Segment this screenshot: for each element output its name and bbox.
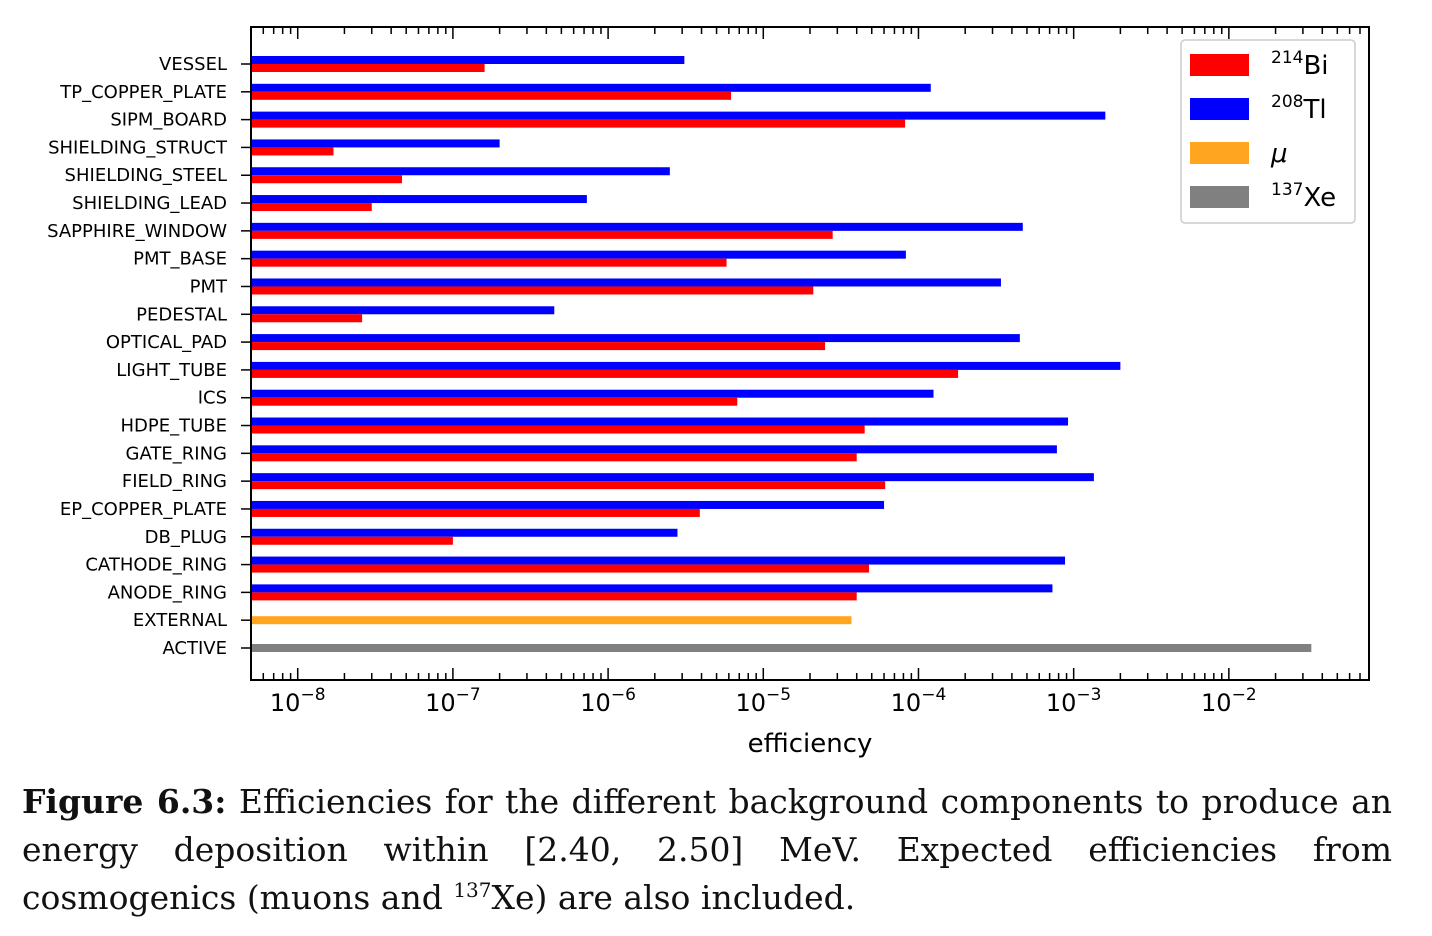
category-label-hdpe-tube: HDPE_TUBE bbox=[120, 416, 227, 437]
caption-superscript: 137 bbox=[453, 878, 492, 902]
category-label-pmt-base: PMT_BASE bbox=[133, 249, 227, 270]
bar-bi214-vessel bbox=[251, 64, 485, 72]
x-tick-labels: 10−8 10−7 10−6 10−5 10−4 10−3 10−2 bbox=[270, 685, 1257, 717]
bar-tl208-pedestal bbox=[251, 306, 555, 315]
bar-tl208-sapphire-window bbox=[251, 222, 1023, 231]
efficiency-bar-chart: VESSEL TP_COPPER_PLATE SIPM_BOARD SHIELDING… bbox=[47, 26, 1370, 759]
bar-tl208-hdpe-tube bbox=[251, 417, 1069, 426]
caption-text-part2: Xe) are also included. bbox=[491, 878, 856, 917]
bar-bi214-pedestal bbox=[251, 314, 363, 323]
category-label-optical-pad: OPTICAL_PAD bbox=[106, 332, 227, 353]
bar-tl208-cathode-ring bbox=[251, 556, 1066, 565]
legend-swatch bbox=[1190, 98, 1249, 120]
category-label-pmt: PMT bbox=[190, 276, 228, 297]
bar-tl208-ics bbox=[251, 389, 934, 398]
bar-bi214-anode-ring bbox=[251, 592, 857, 601]
x-tick-label: 10−7 bbox=[425, 685, 481, 717]
category-label-sipm-board: SIPM_BOARD bbox=[110, 110, 227, 131]
bar-tl208-db-plug bbox=[251, 528, 678, 537]
bar-tl208-shielding-steel bbox=[251, 167, 670, 176]
bar-bi214-db-plug bbox=[251, 536, 453, 545]
category-label-tp-copper-plate: TP_COPPER_PLATE bbox=[59, 82, 227, 103]
category-label-cathode-ring: CATHODE_RING bbox=[85, 555, 227, 576]
bar-bi214-cathode-ring bbox=[251, 564, 870, 573]
bar-tl208-field-ring bbox=[251, 473, 1094, 482]
bar-xe137-active bbox=[251, 644, 1312, 652]
category-label-sapphire-window: SAPPHIRE_WINDOW bbox=[47, 221, 227, 242]
bar-bi214-gate-ring bbox=[251, 453, 857, 462]
category-label-shielding-struct: SHIELDING_STRUCT bbox=[48, 137, 228, 158]
bars-layer bbox=[251, 56, 1312, 652]
bar-tl208-optical-pad bbox=[251, 334, 1020, 343]
bar-tl208-anode-ring bbox=[251, 584, 1053, 593]
category-label-shielding-steel: SHIELDING_STEEL bbox=[65, 165, 227, 186]
legend-label: 214Bi bbox=[1271, 48, 1329, 81]
bar-tl208-tp-copper-plate bbox=[251, 83, 931, 92]
bar-bi214-optical-pad bbox=[251, 342, 826, 351]
category-label-anode-ring: ANODE_RING bbox=[108, 582, 227, 603]
bar-tl208-light-tube bbox=[251, 361, 1121, 370]
x-axis-label: efficiency bbox=[748, 729, 873, 759]
bar-tl208-shielding-struct bbox=[251, 139, 500, 148]
bar-bi214-shielding-lead bbox=[251, 203, 372, 212]
legend-label: 208Tl bbox=[1271, 92, 1327, 125]
bar-bi214-ep-copper-plate bbox=[251, 508, 700, 517]
bar-tl208-pmt bbox=[251, 278, 1001, 287]
category-label-pedestal: PEDESTAL bbox=[136, 304, 227, 325]
category-label-gate-ring: GATE_RING bbox=[126, 443, 227, 464]
category-label-ics: ICS bbox=[198, 388, 227, 409]
bar-bi214-hdpe-tube bbox=[251, 425, 865, 434]
legend-label: μ bbox=[1270, 139, 1288, 169]
plot-frame bbox=[250, 26, 1370, 681]
caption-text-part1: Efficiencies for the different backgroun… bbox=[22, 782, 1392, 917]
x-tick-label: 10−6 bbox=[580, 685, 636, 717]
bar-bi214-field-ring bbox=[251, 481, 886, 490]
figure-caption: Figure 6.3: Efficiencies for the differe… bbox=[22, 778, 1392, 922]
caption-label: Figure 6.3: bbox=[22, 782, 227, 821]
legend-swatch bbox=[1190, 186, 1249, 208]
legend: 214Bi 208Tl μ 137Xe bbox=[1180, 39, 1356, 224]
bar-bi214-shielding-steel bbox=[251, 175, 403, 184]
category-label-external: EXTERNAL bbox=[133, 610, 227, 631]
bar-bi214-tp-copper-plate bbox=[251, 91, 732, 100]
legend-frame bbox=[1180, 39, 1356, 224]
bar-bi214-ics bbox=[251, 397, 738, 406]
bar-tl208-pmt-base bbox=[251, 250, 906, 259]
bar-tl208-ep-copper-plate bbox=[251, 500, 885, 509]
category-label-light-tube: LIGHT_TUBE bbox=[116, 360, 227, 381]
bar-bi214-sipm-board bbox=[251, 119, 906, 128]
category-label-db-plug: DB_PLUG bbox=[145, 527, 227, 548]
bar-tl208-sipm-board bbox=[251, 111, 1106, 120]
category-label-field-ring: FIELD_RING bbox=[122, 471, 227, 492]
bar-tl208-gate-ring bbox=[251, 445, 1057, 454]
category-label-shielding-lead: SHIELDING_LEAD bbox=[72, 193, 227, 214]
bar-bi214-light-tube bbox=[251, 369, 959, 378]
legend-swatch bbox=[1190, 142, 1249, 164]
category-label-active: ACTIVE bbox=[162, 638, 227, 659]
x-tick-label: 10−4 bbox=[891, 685, 947, 717]
legend-label: 137Xe bbox=[1271, 180, 1336, 213]
category-labels: VESSEL TP_COPPER_PLATE SIPM_BOARD SHIELDING… bbox=[47, 54, 228, 659]
x-tick-label: 10−2 bbox=[1201, 685, 1257, 717]
x-tick-label: 10−8 bbox=[270, 685, 326, 717]
bar-bi214-shielding-struct bbox=[251, 147, 334, 156]
bar-bi214-sapphire-window bbox=[251, 230, 833, 239]
x-tick-label: 10−5 bbox=[735, 685, 791, 717]
legend-swatch bbox=[1190, 54, 1249, 76]
category-label-ep-copper-plate: EP_COPPER_PLATE bbox=[60, 499, 227, 520]
category-label-vessel: VESSEL bbox=[159, 54, 227, 75]
bar-tl208-shielding-lead bbox=[251, 195, 587, 204]
bar-bi214-pmt-base bbox=[251, 258, 727, 267]
bar-tl208-vessel bbox=[251, 56, 685, 64]
bar-mu-external bbox=[251, 616, 852, 625]
bar-bi214-pmt bbox=[251, 286, 814, 295]
x-tick-label: 10−3 bbox=[1046, 685, 1102, 717]
